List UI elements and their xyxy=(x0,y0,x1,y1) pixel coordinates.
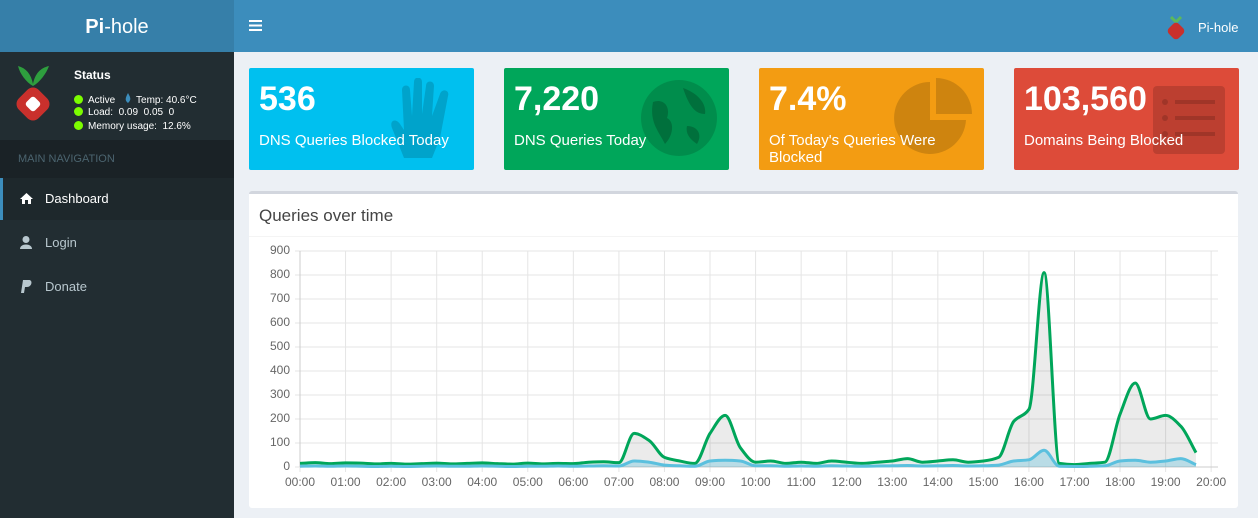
box-value: 536 xyxy=(259,80,316,118)
x-tick-label: 20:00 xyxy=(1196,475,1226,489)
x-tick-label: 02:00 xyxy=(376,475,406,489)
box-value: 7,220 xyxy=(514,80,600,118)
status-memory: Memory usage: 12.6% xyxy=(74,121,191,132)
x-tick-label: 15:00 xyxy=(968,475,998,489)
sidebar: Status Active Temp: 40.6°C Load: 0.09 0.… xyxy=(0,52,234,518)
area-fill xyxy=(300,272,1196,467)
box-label: DNS Queries Blocked Today xyxy=(259,132,449,149)
x-tick-label: 05:00 xyxy=(513,475,543,489)
y-tick-label: 0 xyxy=(283,459,290,473)
x-tick-label: 10:00 xyxy=(741,475,771,489)
box-icon xyxy=(1153,86,1225,154)
brand-bold: Pi xyxy=(85,16,105,38)
x-tick-label: 14:00 xyxy=(923,475,953,489)
nav-donate[interactable]: Donate xyxy=(0,266,234,308)
box-value: 103,560 xyxy=(1024,80,1147,118)
x-tick-label: 03:00 xyxy=(422,475,452,489)
y-tick-label: 900 xyxy=(270,243,290,257)
x-tick-label: 12:00 xyxy=(832,475,862,489)
stat-box: 7,220 DNS Queries Today xyxy=(504,68,729,170)
x-tick-label: 17:00 xyxy=(1059,475,1089,489)
nav-header: MAIN NAVIGATION xyxy=(0,140,234,178)
user-logo xyxy=(1167,16,1185,40)
x-tick-label: 04:00 xyxy=(467,475,497,489)
x-tick-label: 09:00 xyxy=(695,475,725,489)
box-value: 7.4% xyxy=(769,80,847,118)
paypal-icon xyxy=(21,280,32,293)
status-load: Load: 0.09 0.05 0 xyxy=(74,107,174,118)
nav-label: Donate xyxy=(45,279,87,294)
y-tick-label: 500 xyxy=(270,339,290,353)
y-tick-label: 800 xyxy=(270,267,290,281)
brand[interactable]: Pi-hole xyxy=(0,0,234,52)
home-icon xyxy=(20,193,33,204)
line-series xyxy=(299,271,1198,467)
brand-rest: -hole xyxy=(104,16,149,38)
box-label: DNS Queries Today xyxy=(514,132,647,149)
nav-label: Login xyxy=(45,235,77,250)
chart-title: Queries over time xyxy=(259,206,394,225)
x-tick-label: 00:00 xyxy=(285,475,315,489)
x-tick-label: 16:00 xyxy=(1014,475,1044,489)
y-tick-label: 400 xyxy=(270,363,290,377)
box-icon xyxy=(894,78,972,154)
user-name[interactable]: Pi-hole xyxy=(1198,20,1239,35)
load-text: Load: 0.09 0.05 0 xyxy=(88,107,175,118)
x-tick-label: 08:00 xyxy=(649,475,679,489)
divider xyxy=(249,236,1238,237)
y-tick-label: 700 xyxy=(270,291,290,305)
stat-box: 536 DNS Queries Blocked Today xyxy=(249,68,474,170)
line-series xyxy=(299,448,1197,469)
box-icon xyxy=(641,80,717,156)
x-tick-label: 18:00 xyxy=(1105,475,1135,489)
chart-panel: Queries over time 0 100 200 300 400 500 600 700… xyxy=(249,191,1238,508)
navbar: Pi-hole xyxy=(234,0,1258,52)
user-icon xyxy=(20,236,32,249)
chart: 0 100 200 300 400 500 600 700 800 900 00:00 01:00 02… xyxy=(270,243,1227,489)
x-tick-label: 11:00 xyxy=(787,475,816,489)
pihole-logo xyxy=(16,66,50,121)
nav-login[interactable]: Login xyxy=(0,222,234,264)
box-label: Domains Being Blocked xyxy=(1024,132,1184,149)
y-tick-label: 100 xyxy=(270,435,290,449)
y-tick-label: 300 xyxy=(270,387,290,401)
x-tick-label: 06:00 xyxy=(558,475,588,489)
status-title: Status xyxy=(74,68,111,82)
memory-text: Memory usage: 12.6% xyxy=(88,121,191,132)
y-tick-label: 600 xyxy=(270,315,290,329)
nav-dashboard[interactable]: Dashboard xyxy=(0,178,234,220)
temp-icon xyxy=(125,93,131,103)
active-text: Active xyxy=(88,95,116,106)
menu-toggle[interactable] xyxy=(249,20,262,31)
stat-box: 103,560 Domains Being Blocked xyxy=(1014,68,1239,170)
box-label: Of Today's Queries Were Blocked xyxy=(769,132,936,166)
nav-label: Dashboard xyxy=(45,191,109,206)
box-icon xyxy=(391,78,449,158)
stat-box: 7.4% Of Today's Queries Were Blocked xyxy=(759,68,984,170)
temp-text: Temp: 40.6°C xyxy=(136,95,197,106)
y-tick-label: 200 xyxy=(270,411,290,425)
status-active: Active Temp: 40.6°C xyxy=(74,93,197,106)
x-tick-label: 19:00 xyxy=(1151,475,1181,489)
x-tick-label: 01:00 xyxy=(331,475,361,489)
x-tick-label: 13:00 xyxy=(877,475,907,489)
x-tick-label: 07:00 xyxy=(604,475,634,489)
